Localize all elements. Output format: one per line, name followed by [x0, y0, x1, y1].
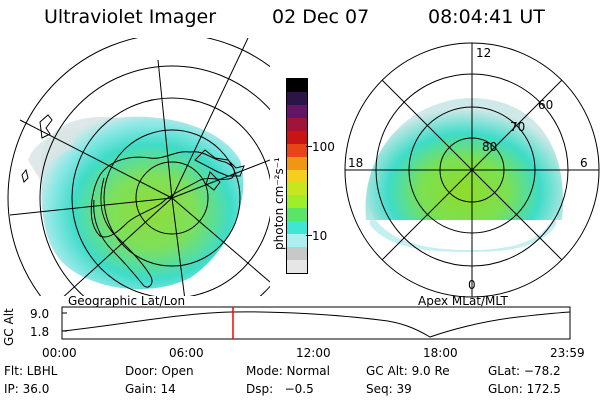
colorbar-tick-100: 100 [312, 140, 335, 154]
mlt-label-0: 0 [468, 278, 476, 292]
mlat-label-60: 60 [538, 98, 554, 112]
info-door: Door: Open [125, 364, 194, 378]
info-ip: IP: 36.0 [4, 382, 50, 396]
info-mode: Mode: Normal [246, 364, 330, 378]
colorbar-swatch [287, 195, 307, 209]
colorbar-tick-mark-100 [306, 146, 312, 147]
colorbar-swatch [287, 169, 307, 183]
mlt-grid [344, 42, 600, 298]
date-label: 02 Dec 07 [272, 6, 370, 28]
colorbar-swatch [287, 143, 307, 157]
mlt-polar-panel [344, 42, 600, 298]
mlat-label-70: 70 [510, 120, 526, 134]
info-gain: Gain: 14 [125, 382, 176, 396]
altitude-xtick-1: 06:00 [169, 346, 204, 360]
geo-auroral-emission [41, 116, 244, 290]
colorbar-swatch [287, 182, 307, 196]
colorbar-swatch [287, 78, 307, 92]
mlt-auroral-emission [365, 98, 563, 220]
altitude-ytick-high: 9.0 [30, 307, 50, 321]
altitude-xtick-0: 00:00 [42, 346, 77, 360]
geographic-image-panel [7, 38, 270, 296]
colorbar-swatch [287, 104, 307, 118]
colorbar [286, 78, 308, 274]
altitude-xtick-3: 18:00 [423, 346, 458, 360]
mlat-label-80: 80 [482, 140, 498, 154]
altitude-xtick-4: 23:59 [550, 346, 585, 360]
info-seq: Seq: 39 [366, 382, 412, 396]
info-flt: Flt: LBHL [4, 364, 58, 378]
colorbar-tick-10: 10 [312, 229, 328, 243]
info-dsp: Dsp: −0.5 [246, 382, 314, 396]
geo-panel-caption: Geographic Lat/Lon [68, 294, 186, 308]
colorbar-swatch [287, 260, 307, 273]
colorbar-swatch [287, 130, 307, 144]
mlt-label-6: 6 [580, 156, 588, 170]
colorbar-swatch [287, 91, 307, 105]
colorbar-swatch [287, 117, 307, 131]
altitude-plot [61, 306, 571, 340]
altitude-curve [61, 311, 571, 338]
coastlines [21, 114, 245, 288]
colorbar-tick-mark-10 [306, 235, 312, 236]
colorbar-swatch [287, 247, 307, 261]
mlt-label-18: 18 [348, 156, 364, 170]
colorbar-swatch [287, 221, 307, 235]
colorbar-swatch [287, 208, 307, 222]
geo-latitude-grid [7, 38, 270, 296]
info-glon: GLon: 172.5 [488, 382, 561, 396]
time-label: 08:04:41 UT [428, 6, 545, 28]
mlt-panel-caption: Apex MLat/MLT [418, 294, 508, 308]
colorbar-swatch [287, 234, 307, 248]
instrument-title: Ultraviolet Imager [44, 6, 217, 28]
altitude-xtick-2: 12:00 [296, 346, 331, 360]
mlt-label-12: 12 [476, 46, 492, 60]
altitude-plot-frame [61, 306, 571, 340]
colorbar-swatch [287, 156, 307, 170]
info-glat: GLat: −78.2 [488, 364, 561, 378]
info-gc-alt: GC Alt: 9.0 Re [366, 364, 450, 378]
colorbar-unit-label: photon cm⁻²s⁻¹ [272, 157, 286, 250]
altitude-ytick-low: 1.8 [30, 325, 50, 339]
